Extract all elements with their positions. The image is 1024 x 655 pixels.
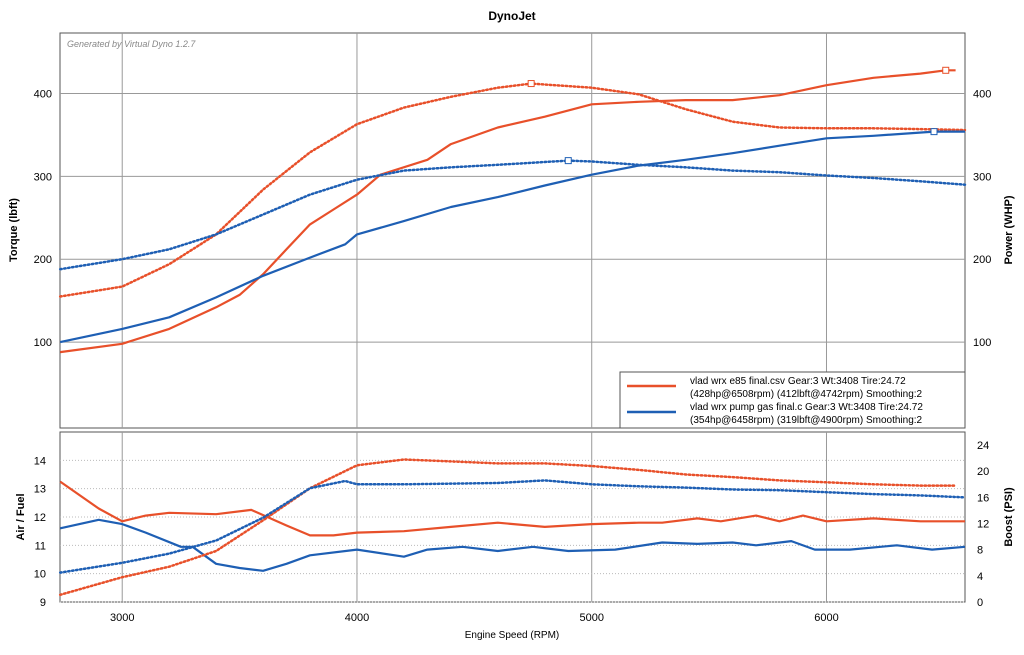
e85-afr-line (59, 480, 965, 537)
afr-tick-label: 14 (34, 455, 46, 467)
x-tick-label: 5000 (579, 612, 603, 624)
e85-power-line (60, 69, 956, 354)
power-tick-label: 300 (973, 171, 991, 183)
e85-torque-line (58, 82, 967, 298)
e85-power-line-peak-marker (942, 66, 950, 74)
e85-boost-line (58, 458, 957, 597)
torque-tick-label: 200 (34, 254, 52, 266)
boost-tick-label: 8 (977, 545, 983, 557)
legend: vlad wrx e85 final.csv Gear:3 Wt:3408 Ti… (619, 371, 966, 429)
pump-afr-line (59, 518, 966, 572)
pump-torque-line (58, 159, 967, 271)
boost-tick-label: 16 (977, 492, 989, 504)
afr-tick-label: 10 (34, 569, 46, 581)
pump-torque-line-peak-marker (564, 157, 572, 165)
e85-torque-line-peak-marker (527, 80, 535, 88)
x-tick-label: 4000 (345, 612, 369, 624)
power-tick-label: 100 (973, 337, 991, 349)
top-plot-frame (59, 32, 966, 429)
x-axis-label: Engine Speed (RPM) (465, 630, 560, 641)
watermark: Generated by Virtual Dyno 1.2.7 (67, 39, 196, 49)
afr-tick-label: 11 (35, 540, 46, 552)
boost-tick-label: 24 (977, 440, 989, 452)
boost-tick-label: 20 (977, 466, 989, 478)
afr-axis-label: Air / Fuel (15, 493, 27, 540)
boost-tick-label: 4 (977, 571, 983, 583)
afr-tick-label: 12 (34, 512, 46, 524)
afr-tick-label: 9 (40, 597, 46, 609)
boost-tick-label: 12 (977, 519, 989, 531)
power-axis-label: Power (WHP) (1003, 195, 1015, 264)
legend-e85-line1: vlad wrx e85 final.csv Gear:3 Wt:3408 Ti… (690, 376, 906, 387)
pump-boost-line (58, 479, 967, 574)
boost-axis-label: Boost (PSI) (1003, 487, 1015, 547)
afr-tick-label: 13 (34, 484, 46, 496)
x-tick-label: 6000 (814, 612, 838, 624)
pump-power-line-peak-marker (930, 128, 938, 136)
legend-pump-line2: (354hp@6458rpm) (319lbft@4900rpm) Smooth… (690, 415, 923, 426)
x-tick-label: 3000 (110, 612, 134, 624)
chart-title: DynoJet (488, 9, 535, 23)
boost-tick-label: 0 (977, 597, 983, 609)
legend-e85-line2: (428hp@6508rpm) (412lbft@4742rpm) Smooth… (690, 389, 923, 400)
torque-tick-label: 100 (34, 337, 52, 349)
legend-pump-line1: vlad wrx pump gas final.c Gear:3 Wt:3408… (690, 402, 923, 413)
pump-power-line (59, 130, 965, 344)
torque-axis-label: Torque (lbft) (8, 198, 20, 262)
power-tick-label: 400 (973, 88, 991, 100)
torque-tick-label: 300 (34, 171, 52, 183)
torque-tick-label: 400 (34, 88, 52, 100)
power-tick-label: 200 (973, 254, 991, 266)
